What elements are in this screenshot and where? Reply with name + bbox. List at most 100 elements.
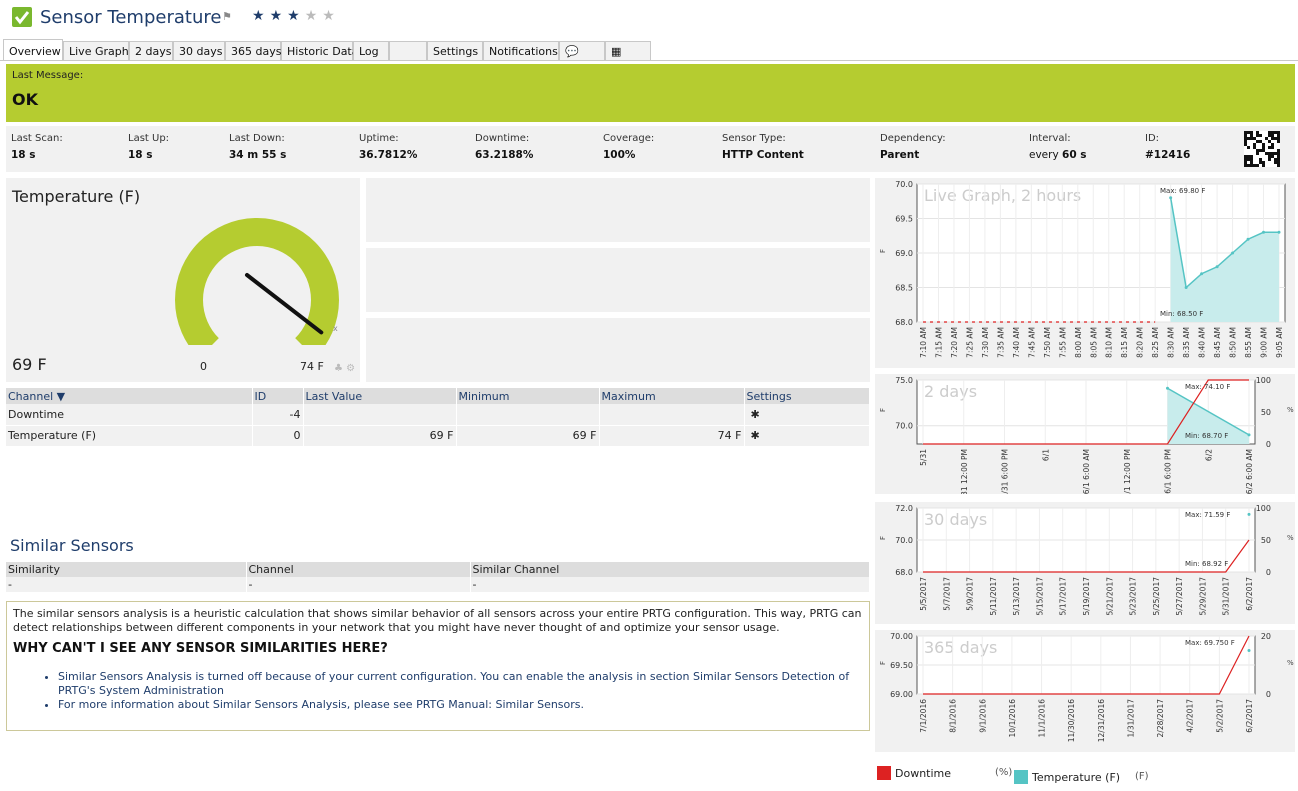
x-tick-label: 8:15 AM <box>1120 327 1129 358</box>
col-minimum[interactable]: Minimum <box>456 388 600 404</box>
data-point <box>1200 272 1204 276</box>
y2-tick-label: 100 <box>1256 376 1271 385</box>
tab-settings[interactable]: Settings <box>427 41 483 61</box>
x-tick-label: 11/30/2016 <box>1067 699 1076 742</box>
col-channel[interactable]: Channel ▼ <box>6 388 253 404</box>
x-tick-label: 7:55 AM <box>1058 327 1067 358</box>
gauge-dial: x <box>175 218 339 345</box>
series-area <box>1170 197 1279 322</box>
table-row[interactable]: Temperature (F) 0 69 F 69 F 74 F ✱ <box>6 425 870 447</box>
priority-star[interactable]: ★ <box>287 8 305 24</box>
info-bullet-1[interactable]: Similar Sensors Analysis is turned off b… <box>58 670 863 698</box>
x-tick-label: 6/2/2017 <box>1245 699 1254 733</box>
graph-30-days[interactable]: 30 days F 72.0 70.0 68.0 100 50 0% 5/5/2017 5/7/2… <box>875 502 1295 624</box>
stat-label: Coverage: <box>603 133 655 144</box>
gauge-value: 69 F <box>12 355 47 374</box>
tab-2-days[interactable]: 2 days <box>129 41 173 61</box>
y2-tick-label: 20 <box>1261 632 1271 641</box>
tab-log[interactable]: Log <box>353 41 389 61</box>
status-check-icon <box>12 7 32 27</box>
svg-text:x: x <box>333 324 338 333</box>
tab-overview[interactable]: Overview <box>3 39 63 61</box>
col-maximum[interactable]: Maximum <box>599 388 745 404</box>
tab-live-graph[interactable]: Live Graph <box>63 41 129 61</box>
channel-last-value <box>303 404 457 426</box>
channel-settings-icon[interactable]: ✱ <box>744 425 870 447</box>
tab-historic-data[interactable]: Historic Data <box>281 41 359 61</box>
table-row[interactable]: Downtime -4 ✱ <box>6 404 870 426</box>
y-tick-label: 68.0 <box>895 568 913 577</box>
chart-annotation: Min: 68.50 F <box>1160 310 1203 318</box>
x-tick-label: 5/31 6:00 PM <box>1001 449 1010 494</box>
channel-last-value: 69 F <box>303 425 457 447</box>
info-bullet-2[interactable]: For more information about Similar Senso… <box>58 698 863 712</box>
tab-divider <box>0 60 1298 61</box>
channel-id: -4 <box>252 404 304 426</box>
col-id[interactable]: ID <box>252 388 304 404</box>
series-area <box>1167 388 1249 444</box>
legend-downtime-label: Downtime <box>895 767 952 780</box>
y2-axis-label: % <box>1287 406 1294 414</box>
col-settings: Settings <box>744 388 870 404</box>
y-tick-label: 69.5 <box>895 215 913 224</box>
tab-blank[interactable] <box>389 41 427 61</box>
x-tick-label: 5/21/2017 <box>1105 577 1114 616</box>
data-point <box>1247 649 1251 652</box>
stat-label: Downtime: <box>475 133 530 144</box>
y-tick-label: 69.50 <box>890 661 913 670</box>
x-tick-label: 7:30 AM <box>981 327 990 358</box>
tab-365-days[interactable]: 365 days <box>225 41 281 61</box>
stat-value[interactable]: Parent <box>880 149 920 161</box>
tab--[interactable]: 💬 <box>559 41 605 61</box>
graph-365-days[interactable]: 365 days F 70.00 69.50 69.00 20 0% 7/1/2016 8/1/… <box>875 630 1295 752</box>
y2-axis-label: % <box>1287 659 1294 667</box>
series-downtime <box>923 539 1250 573</box>
channel-cell: - <box>246 577 471 592</box>
flag-icon[interactable]: ⚑ <box>222 10 232 23</box>
y-tick-label: 69.00 <box>890 690 913 699</box>
qr-code-icon[interactable] <box>1244 131 1280 167</box>
y2-tick-label: 0 <box>1266 690 1271 699</box>
series-downtime <box>923 635 1250 695</box>
y2-axis-label: % <box>1287 534 1294 542</box>
stat-label: Last Down: <box>229 133 285 144</box>
priority-stars[interactable]: ★★★★★ <box>252 8 340 24</box>
similar-sensors-title: Similar Sensors <box>10 536 134 555</box>
chart-svg: 365 days F 70.00 69.50 69.00 20 0% 7/1/2016 8/1/… <box>879 632 1294 742</box>
x-tick-label: 5/2/2017 <box>1215 699 1224 733</box>
gauge-settings-icon[interactable]: ♣ ⚙ <box>334 363 356 374</box>
priority-star[interactable]: ★ <box>322 8 340 24</box>
priority-star[interactable]: ★ <box>304 8 323 24</box>
series-temperature <box>1169 197 1279 289</box>
x-tick-label: 8:00 AM <box>1074 327 1083 358</box>
chart-annotation: Max: 71.59 F <box>1185 511 1230 519</box>
graph-live-graph-2-hours[interactable]: Live Graph, 2 hours F 70.0 69.5 69.0 68.5 68.0… <box>875 178 1295 368</box>
empty-gauge-slot-3 <box>366 318 870 382</box>
chart-svg: Live Graph, 2 hours F 70.0 69.5 69.0 68.5 68.0… <box>879 180 1286 358</box>
stat-label: Interval: <box>1029 133 1071 144</box>
legend-temperature-unit: (F) <box>1135 771 1149 782</box>
tab--[interactable]: ▦ <box>605 41 651 61</box>
x-tick-label: 5/23/2017 <box>1129 577 1138 616</box>
legend-downtime-unit: (%) <box>995 767 1013 778</box>
data-point <box>1231 251 1235 255</box>
graph-2-days[interactable]: 2 days F 75.0 70.0 100 50 0% 5/31 5/31 12:00 PM 5… <box>875 374 1295 503</box>
priority-star[interactable]: ★ <box>269 8 288 24</box>
x-tick-label: 7:20 AM <box>950 327 959 358</box>
col-last-value[interactable]: Last Value <box>303 388 457 404</box>
chart-title: 30 days <box>924 510 987 529</box>
data-point <box>1247 512 1251 516</box>
legend-downtime-swatch <box>877 766 891 780</box>
y2-tick-label: 0 <box>1266 568 1271 577</box>
x-tick-label: 7:45 AM <box>1027 327 1036 358</box>
tab-notifications[interactable]: Notifications <box>483 41 559 61</box>
x-tick-label: 8:45 AM <box>1213 327 1222 358</box>
data-point <box>1262 230 1266 234</box>
x-tick-label: 7/1/2016 <box>919 699 928 733</box>
priority-star[interactable]: ★ <box>252 8 270 24</box>
similarity-cell: - <box>6 577 247 592</box>
tab-30-days[interactable]: 30 days <box>173 41 225 61</box>
y-axis-label: F <box>879 249 887 253</box>
x-tick-label: 5/13/2017 <box>1012 577 1021 616</box>
channel-settings-icon[interactable]: ✱ <box>744 404 870 426</box>
